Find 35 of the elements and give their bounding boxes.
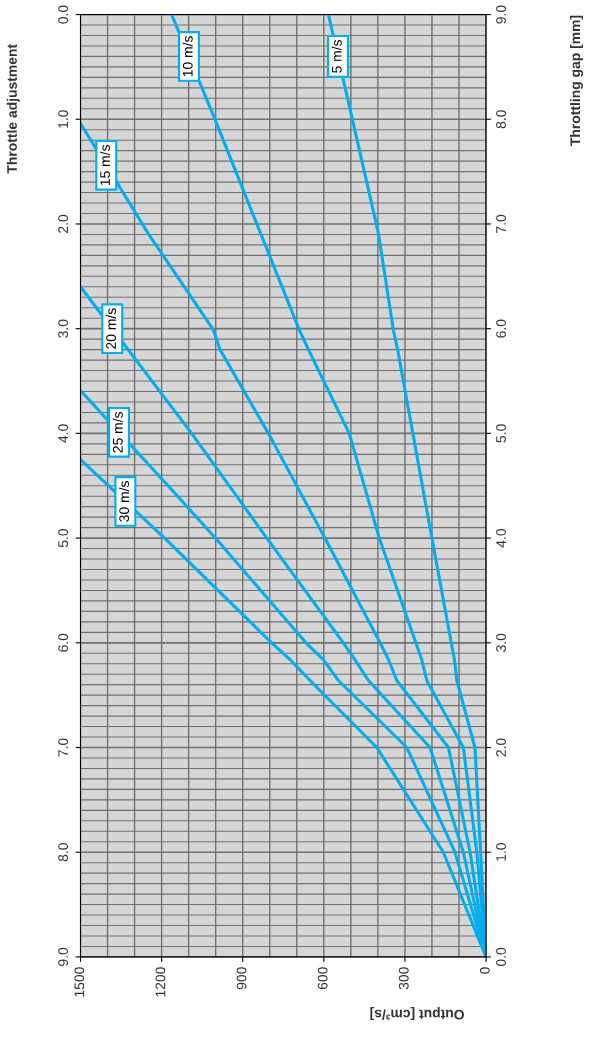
text: 25 m/s (112, 411, 123, 453)
x-tick-label: 1500 (74, 967, 85, 997)
y2-axis-title: Throttling gap [mm] (569, 15, 583, 146)
x-axis-title: Output [cm³/s] (370, 1006, 464, 1020)
y2-tick-label: 8.0 (496, 110, 506, 129)
y2-tick-label: 0.0 (496, 947, 506, 967)
y2-tick-label: 5.0 (496, 424, 506, 443)
y-tick-label: 0.0 (58, 5, 69, 24)
x-tick-label: 0 (479, 967, 490, 974)
y-tick-label: 6.0 (58, 633, 69, 652)
y-tick-label: 5.0 (58, 528, 69, 548)
y2-tick-label: 9.0 (496, 5, 506, 24)
y-tick-label: 3.0 (58, 319, 69, 338)
y-tick-label: 8.0 (58, 843, 69, 862)
x-tick-label: 300 (398, 967, 409, 990)
y2-tick-label: 2.0 (496, 738, 506, 757)
text: 5 m/s (331, 39, 342, 73)
y-tick-label: 4.0 (58, 424, 69, 443)
y2-tick-label: 1.0 (496, 843, 506, 861)
text: 10 m/s (182, 36, 193, 77)
x-tick-label: 600 (317, 967, 328, 990)
y2-tick-label: 7.0 (496, 214, 506, 233)
y2-tick-label: 6.0 (496, 319, 506, 338)
text: 30 m/s (118, 481, 130, 522)
y-tick-label: 9.0 (58, 947, 69, 966)
x-tick-label: 1200 (155, 967, 166, 997)
text: 20 m/s (105, 308, 116, 349)
y-tick-label: 1.0 (58, 110, 69, 128)
y-axis-title: Throttle adjustment (6, 44, 20, 174)
y2-tick-label: 4.0 (496, 528, 506, 548)
x-tick-label: 900 (236, 967, 247, 990)
y2-tick-label: 3.0 (496, 633, 506, 652)
y-tick-label: 7.0 (58, 738, 69, 757)
text: 15 m/s (99, 144, 110, 186)
y-tick-label: 2.0 (58, 214, 69, 233)
